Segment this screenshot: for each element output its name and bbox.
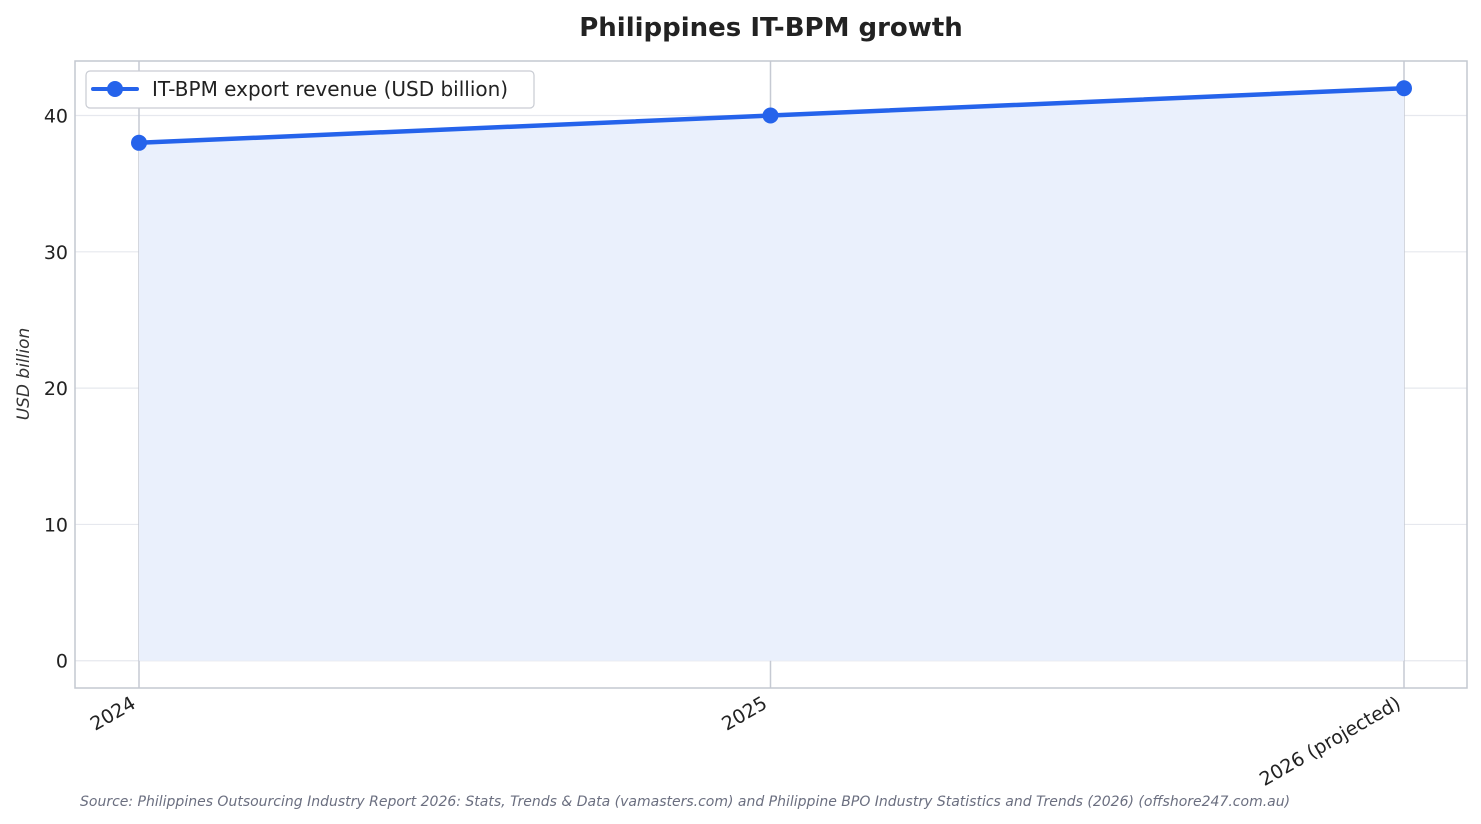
series-area [139, 88, 1404, 661]
area-layer [139, 88, 1404, 661]
y-tick-label: 20 [44, 378, 68, 400]
y-axis-title: USD billion [14, 328, 34, 421]
data-point-2026-projected-[interactable] [1396, 80, 1412, 97]
y-tick-label: 10 [44, 514, 68, 536]
legend-marker-swatch [107, 81, 123, 97]
source-note: Source: Philippines Outsourcing Industry… [80, 794, 1290, 810]
legend-label: IT-BPM export revenue (USD billion) [152, 77, 508, 101]
chart-title: Philippines IT-BPM growth [579, 13, 963, 43]
y-tick-labels: 0 10 20 30 40 [44, 106, 68, 673]
y-tick-label: 40 [44, 106, 68, 128]
point-layer [131, 80, 1412, 151]
plot-frame [74, 60, 1468, 689]
legend[interactable]: IT-BPM export revenue (USD billion) [85, 70, 535, 109]
legend-box [85, 70, 535, 109]
data-point-2025[interactable] [762, 107, 779, 124]
y-tick-label: 30 [44, 242, 68, 264]
data-point-2024[interactable] [131, 134, 147, 151]
y-tick-label: 0 [56, 651, 68, 673]
